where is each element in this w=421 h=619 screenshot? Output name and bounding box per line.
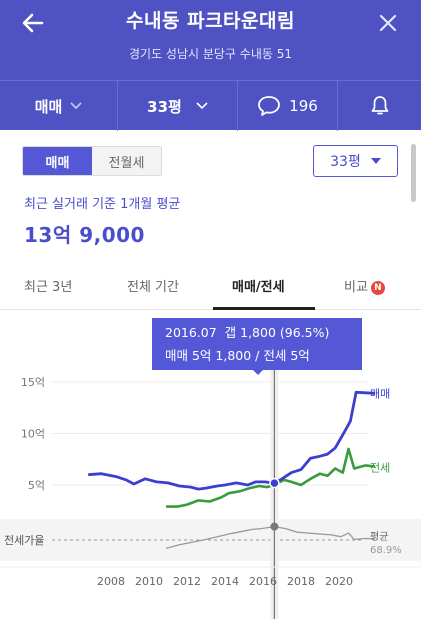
scrollbar[interactable]: [411, 144, 416, 202]
period-tabs: 최근 3년 전체 기간 매매/전세 비교 N: [0, 264, 421, 310]
notification-button[interactable]: [338, 81, 421, 131]
selected-point-ratio: [270, 522, 279, 531]
y-tick-label: 10억: [21, 428, 45, 441]
address: 경기도 성남시 분당구 수내동 51: [128, 47, 292, 61]
filter-bar: 매매 33평 196: [0, 80, 421, 131]
chart-tooltip: 2016.07 갭 1,800 (96.5%) 매매 5억 1,800 / 전세…: [152, 318, 362, 370]
chevron-down-icon: [196, 102, 208, 110]
caret-down-icon: [370, 158, 381, 164]
tab-compare[interactable]: 비교 N: [344, 276, 385, 295]
trade-type-label: 매매: [34, 97, 63, 116]
tooltip-arrow: [252, 369, 264, 375]
y-tick-label: 15억: [21, 376, 45, 389]
size-select-value: 33평: [330, 154, 361, 170]
x-tick-label: 2008: [97, 575, 125, 588]
x-tick-label: 2016: [249, 575, 277, 588]
bell-icon: [371, 96, 388, 115]
trade-type-dropdown[interactable]: 매매: [0, 81, 118, 131]
ratio-axis-label: 전세가율: [4, 534, 44, 547]
comments-button[interactable]: 196: [238, 81, 338, 131]
size-dropdown[interactable]: 33평: [118, 81, 238, 131]
average-price: 13억 9,000: [24, 223, 145, 247]
chevron-down-icon: [70, 102, 82, 110]
app-header: 수내동 파크타운대림 경기도 성남시 분당구 수내동 51 매매 33평 196: [0, 0, 421, 131]
tab-compare-label: 비교: [344, 280, 368, 295]
series-line-sale: [88, 390, 376, 491]
x-tick-label: 2014: [211, 575, 239, 588]
tooltip-line2: 매매 5억 1,800 / 전세 5억: [165, 348, 310, 363]
active-tab-indicator: [213, 307, 315, 310]
speech-bubble-icon: [258, 96, 281, 116]
back-arrow-icon[interactable]: [18, 8, 48, 38]
x-tick-label: 2020: [325, 575, 353, 588]
selected-point-sale: [269, 477, 280, 489]
tab-all-period[interactable]: 전체 기간: [127, 280, 179, 295]
x-tick-label: 2018: [287, 575, 315, 588]
x-tick-label: 2012: [173, 575, 201, 588]
series-line-ratio: [165, 525, 376, 550]
comment-count: 196: [289, 97, 318, 115]
ratio-last-value: 68.9%: [370, 545, 402, 556]
toggle-rent[interactable]: 전월세: [92, 147, 161, 175]
trade-toggle: 매매 전월세: [22, 146, 162, 176]
series-label-jeonse: 전세: [370, 461, 390, 474]
series-label-sale: 매매: [370, 387, 390, 400]
new-badge: N: [370, 281, 385, 295]
ratio-average-label: 평균: [370, 531, 388, 543]
average-label: 최근 실거래 기준 1개월 평균: [24, 197, 181, 212]
tab-sale-jeonse[interactable]: 매매/전세: [232, 280, 285, 295]
size-select[interactable]: 33평: [313, 145, 398, 177]
tooltip-line1: 2016.07 갭 1,800 (96.5%): [165, 325, 330, 340]
size-label: 33평: [147, 97, 182, 116]
x-tick-label: 2010: [135, 575, 163, 588]
close-icon[interactable]: [373, 8, 403, 38]
page-title: 수내동 파크타운대림: [126, 10, 295, 32]
tab-recent-3y[interactable]: 최근 3년: [24, 280, 73, 295]
y-tick-label: 5억: [28, 479, 45, 492]
toggle-sale[interactable]: 매매: [23, 147, 92, 175]
